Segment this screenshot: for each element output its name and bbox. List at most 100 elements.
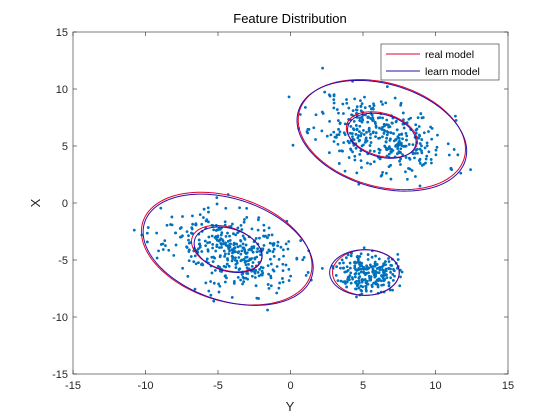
scatter-point — [353, 264, 357, 268]
scatter-point — [146, 226, 150, 229]
scatter-point — [376, 283, 380, 287]
scatter-point — [355, 105, 359, 109]
scatter-point — [366, 267, 370, 271]
scatter-point — [385, 85, 389, 89]
y-tick-label: 5 — [62, 141, 68, 153]
scatter-point — [351, 135, 354, 139]
scatter-point — [360, 102, 364, 105]
scatter-point — [181, 266, 185, 270]
scatter-point — [240, 228, 244, 231]
scatter-point — [338, 149, 341, 153]
scatter-point — [351, 109, 355, 113]
scatter-point — [341, 280, 345, 284]
scatter-point — [366, 161, 369, 165]
scatter-point — [387, 284, 391, 288]
scatter-point — [374, 254, 377, 258]
scatter-point — [359, 159, 363, 163]
scatter-point — [382, 279, 386, 283]
scatter-point — [200, 222, 204, 226]
scatter-point — [241, 234, 245, 238]
scatter-point — [185, 230, 189, 233]
scatter-point — [381, 276, 385, 280]
scatter-point — [399, 101, 403, 105]
scatter-point — [251, 250, 255, 254]
scatter-point — [215, 202, 219, 206]
scatter-point — [250, 264, 254, 268]
scatter-point — [256, 270, 260, 274]
scatter-point — [250, 248, 254, 252]
scatter-point — [236, 276, 240, 279]
scatter-point — [404, 144, 408, 148]
scatter-point — [239, 224, 243, 227]
scatter-point — [267, 226, 271, 230]
scatter-point — [230, 259, 234, 263]
scatter-point — [227, 264, 231, 268]
scatter-point — [258, 267, 261, 271]
scatter-point — [454, 118, 458, 122]
scatter-point — [244, 256, 247, 259]
legend: real model learn model — [380, 43, 500, 81]
scatter-point — [358, 116, 362, 120]
scatter-point — [345, 98, 348, 101]
scatter-point — [210, 271, 214, 275]
scatter-point — [348, 278, 351, 282]
scatter-point — [329, 133, 333, 137]
scatter-point — [346, 275, 350, 279]
scatter-point — [374, 124, 378, 128]
scatter-point — [235, 242, 239, 246]
scatter-point — [206, 248, 210, 252]
scatter-point — [348, 266, 352, 270]
scatter-point — [351, 127, 355, 131]
scatter-point — [216, 228, 220, 232]
scatter-point — [416, 116, 420, 120]
scatter-point — [364, 285, 368, 289]
scatter-point — [287, 240, 291, 243]
scatter-point — [191, 214, 194, 218]
scatter-point — [379, 100, 383, 104]
scatter-point — [266, 283, 270, 286]
scatter-point — [373, 271, 377, 275]
scatter-point — [212, 228, 216, 232]
scatter-point — [404, 131, 408, 135]
scatter-point — [232, 247, 236, 251]
scatter-point — [401, 111, 405, 115]
scatter-point — [383, 129, 387, 133]
scatter-point — [408, 167, 412, 171]
scatter-point — [242, 258, 246, 261]
scatter-point — [278, 281, 282, 285]
scatter-point — [227, 246, 231, 249]
ellipse-real-model — [345, 111, 418, 158]
scatter-point — [376, 279, 380, 282]
scatter-point — [178, 227, 182, 230]
scatter-point — [388, 138, 392, 142]
scatter-point — [298, 113, 302, 116]
scatter-point — [170, 215, 174, 219]
scatter-point — [417, 125, 421, 128]
scatter-point — [245, 271, 249, 275]
legend-label-learn-model: learn model — [425, 66, 480, 78]
scatter-point — [380, 274, 383, 277]
scatter-point — [345, 285, 348, 289]
scatter-point — [224, 206, 228, 210]
scatter-point — [401, 153, 404, 157]
scatter-point — [355, 284, 359, 288]
scatter-point — [332, 94, 336, 98]
scatter-point — [239, 278, 242, 282]
scatter-point — [410, 169, 414, 172]
scatter-point — [223, 254, 227, 258]
scatter-point — [181, 215, 184, 218]
scatter-point — [407, 142, 411, 146]
scatter-point — [423, 146, 427, 150]
scatter-point — [413, 151, 417, 155]
scatter-point — [384, 273, 388, 277]
legend-box — [380, 43, 500, 81]
scatter-point — [281, 262, 285, 266]
scatter-point — [211, 246, 215, 250]
scatter-point — [446, 142, 450, 146]
scatter-point — [250, 227, 254, 231]
scatter-point — [372, 281, 375, 285]
scatter-point — [400, 132, 404, 136]
scatter-point — [411, 152, 415, 156]
scatter-point — [189, 255, 193, 258]
scatter-point — [385, 133, 389, 137]
